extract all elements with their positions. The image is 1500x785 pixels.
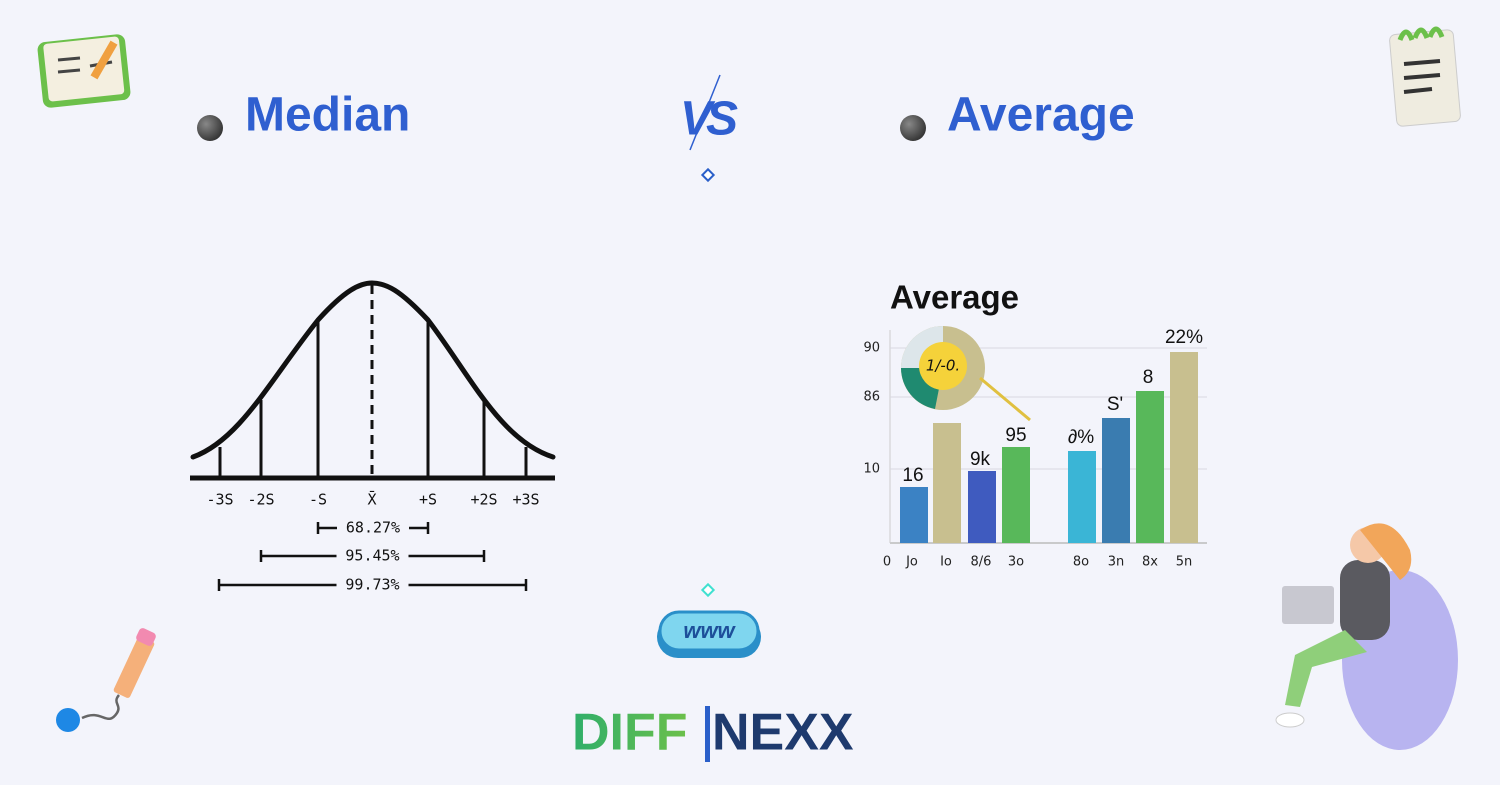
x-label: Jo	[905, 555, 918, 570]
laptop	[1282, 586, 1334, 624]
sigma-label: -S	[309, 491, 327, 509]
vs-slash	[689, 74, 721, 151]
bar-label: S'	[1107, 394, 1123, 415]
torso	[1340, 560, 1390, 640]
x-label: 3n	[1108, 555, 1125, 570]
bar-shape	[933, 423, 961, 543]
bar-label: ∂%	[1068, 427, 1094, 448]
legs	[1285, 630, 1367, 707]
sigma-label: -2S	[247, 491, 274, 509]
chart-title: Average	[890, 279, 1019, 316]
logo-bar	[705, 706, 710, 762]
bar-label: 22%	[1165, 327, 1203, 348]
badge-body	[658, 610, 760, 652]
hair	[1360, 523, 1412, 580]
person-illustration	[1275, 523, 1458, 750]
book-line	[57, 68, 81, 74]
sigma-label: +3S	[512, 491, 539, 509]
logo-second: NEXX	[712, 704, 854, 762]
www-badge: www	[657, 610, 761, 658]
range-label: 68.27%	[346, 519, 400, 537]
sigma-label: +2S	[470, 491, 497, 509]
ball	[56, 708, 80, 732]
book-line	[57, 56, 81, 62]
shoe	[1275, 712, 1305, 728]
range-label: 99.73%	[345, 576, 399, 594]
notepad-line	[1403, 73, 1441, 80]
pie-label: 1/-0.	[926, 357, 960, 375]
range-label: 95.45%	[345, 547, 399, 565]
divider-end	[700, 167, 716, 183]
pencil-eraser	[136, 628, 156, 646]
pie-center	[919, 342, 967, 390]
bar-shape	[1068, 451, 1096, 543]
y-label: 10	[863, 462, 880, 477]
x-label: 8x	[1142, 555, 1158, 570]
pie-pointer	[979, 376, 1031, 422]
x-label: 5n	[1176, 555, 1193, 570]
divider-end	[700, 582, 716, 598]
pencil-body	[113, 636, 155, 698]
logo: DIFF NEXX	[572, 704, 854, 762]
curve	[190, 280, 556, 460]
bar-label: 9k	[970, 449, 991, 470]
bar-illustration: Average 90 86 10 16 9k 95 ∂% S' 8 22% 0 Jo Io 8/6 3o 8o…	[863, 279, 1207, 570]
sigma-label: X̄	[367, 490, 376, 509]
sigma-label: -3S	[206, 491, 233, 509]
y-label: 90	[863, 341, 880, 356]
notepad-icon	[1389, 26, 1461, 127]
pencil	[90, 40, 118, 80]
bar-label: 95	[1005, 425, 1026, 446]
rings	[1397, 26, 1445, 41]
right-title: Average	[947, 89, 1135, 142]
bar-shape	[900, 487, 928, 543]
x-label: 3o	[1008, 555, 1024, 570]
logo-first: DIFF	[572, 704, 688, 762]
bar-label: 8	[1143, 367, 1154, 388]
bar-label: 16	[902, 465, 923, 486]
bar-shape	[968, 471, 996, 543]
x-label: Io	[940, 555, 952, 570]
bullet	[900, 115, 926, 141]
bar-shape	[1136, 391, 1164, 543]
bell-curve: -3S -2S -S X̄ +S +2S +3S 68.27% 95.45% 99.73%	[190, 280, 556, 594]
notepad-line	[1403, 59, 1441, 66]
book-icon	[37, 34, 131, 108]
x-label: 0	[883, 555, 891, 570]
badge-text: www	[683, 618, 736, 643]
sigma-label: +S	[419, 491, 437, 509]
notepad-line	[1403, 87, 1433, 94]
x-label: 8/6	[971, 555, 992, 570]
x-label: 8o	[1073, 555, 1089, 570]
bar-shape	[1102, 418, 1130, 543]
bullet	[197, 115, 223, 141]
pencil-icon	[56, 628, 156, 732]
scribble	[81, 694, 121, 720]
bar-shape	[1002, 447, 1030, 543]
bar-shape	[1170, 352, 1198, 543]
y-label: 86	[863, 390, 880, 405]
left-title: Median	[245, 89, 410, 142]
